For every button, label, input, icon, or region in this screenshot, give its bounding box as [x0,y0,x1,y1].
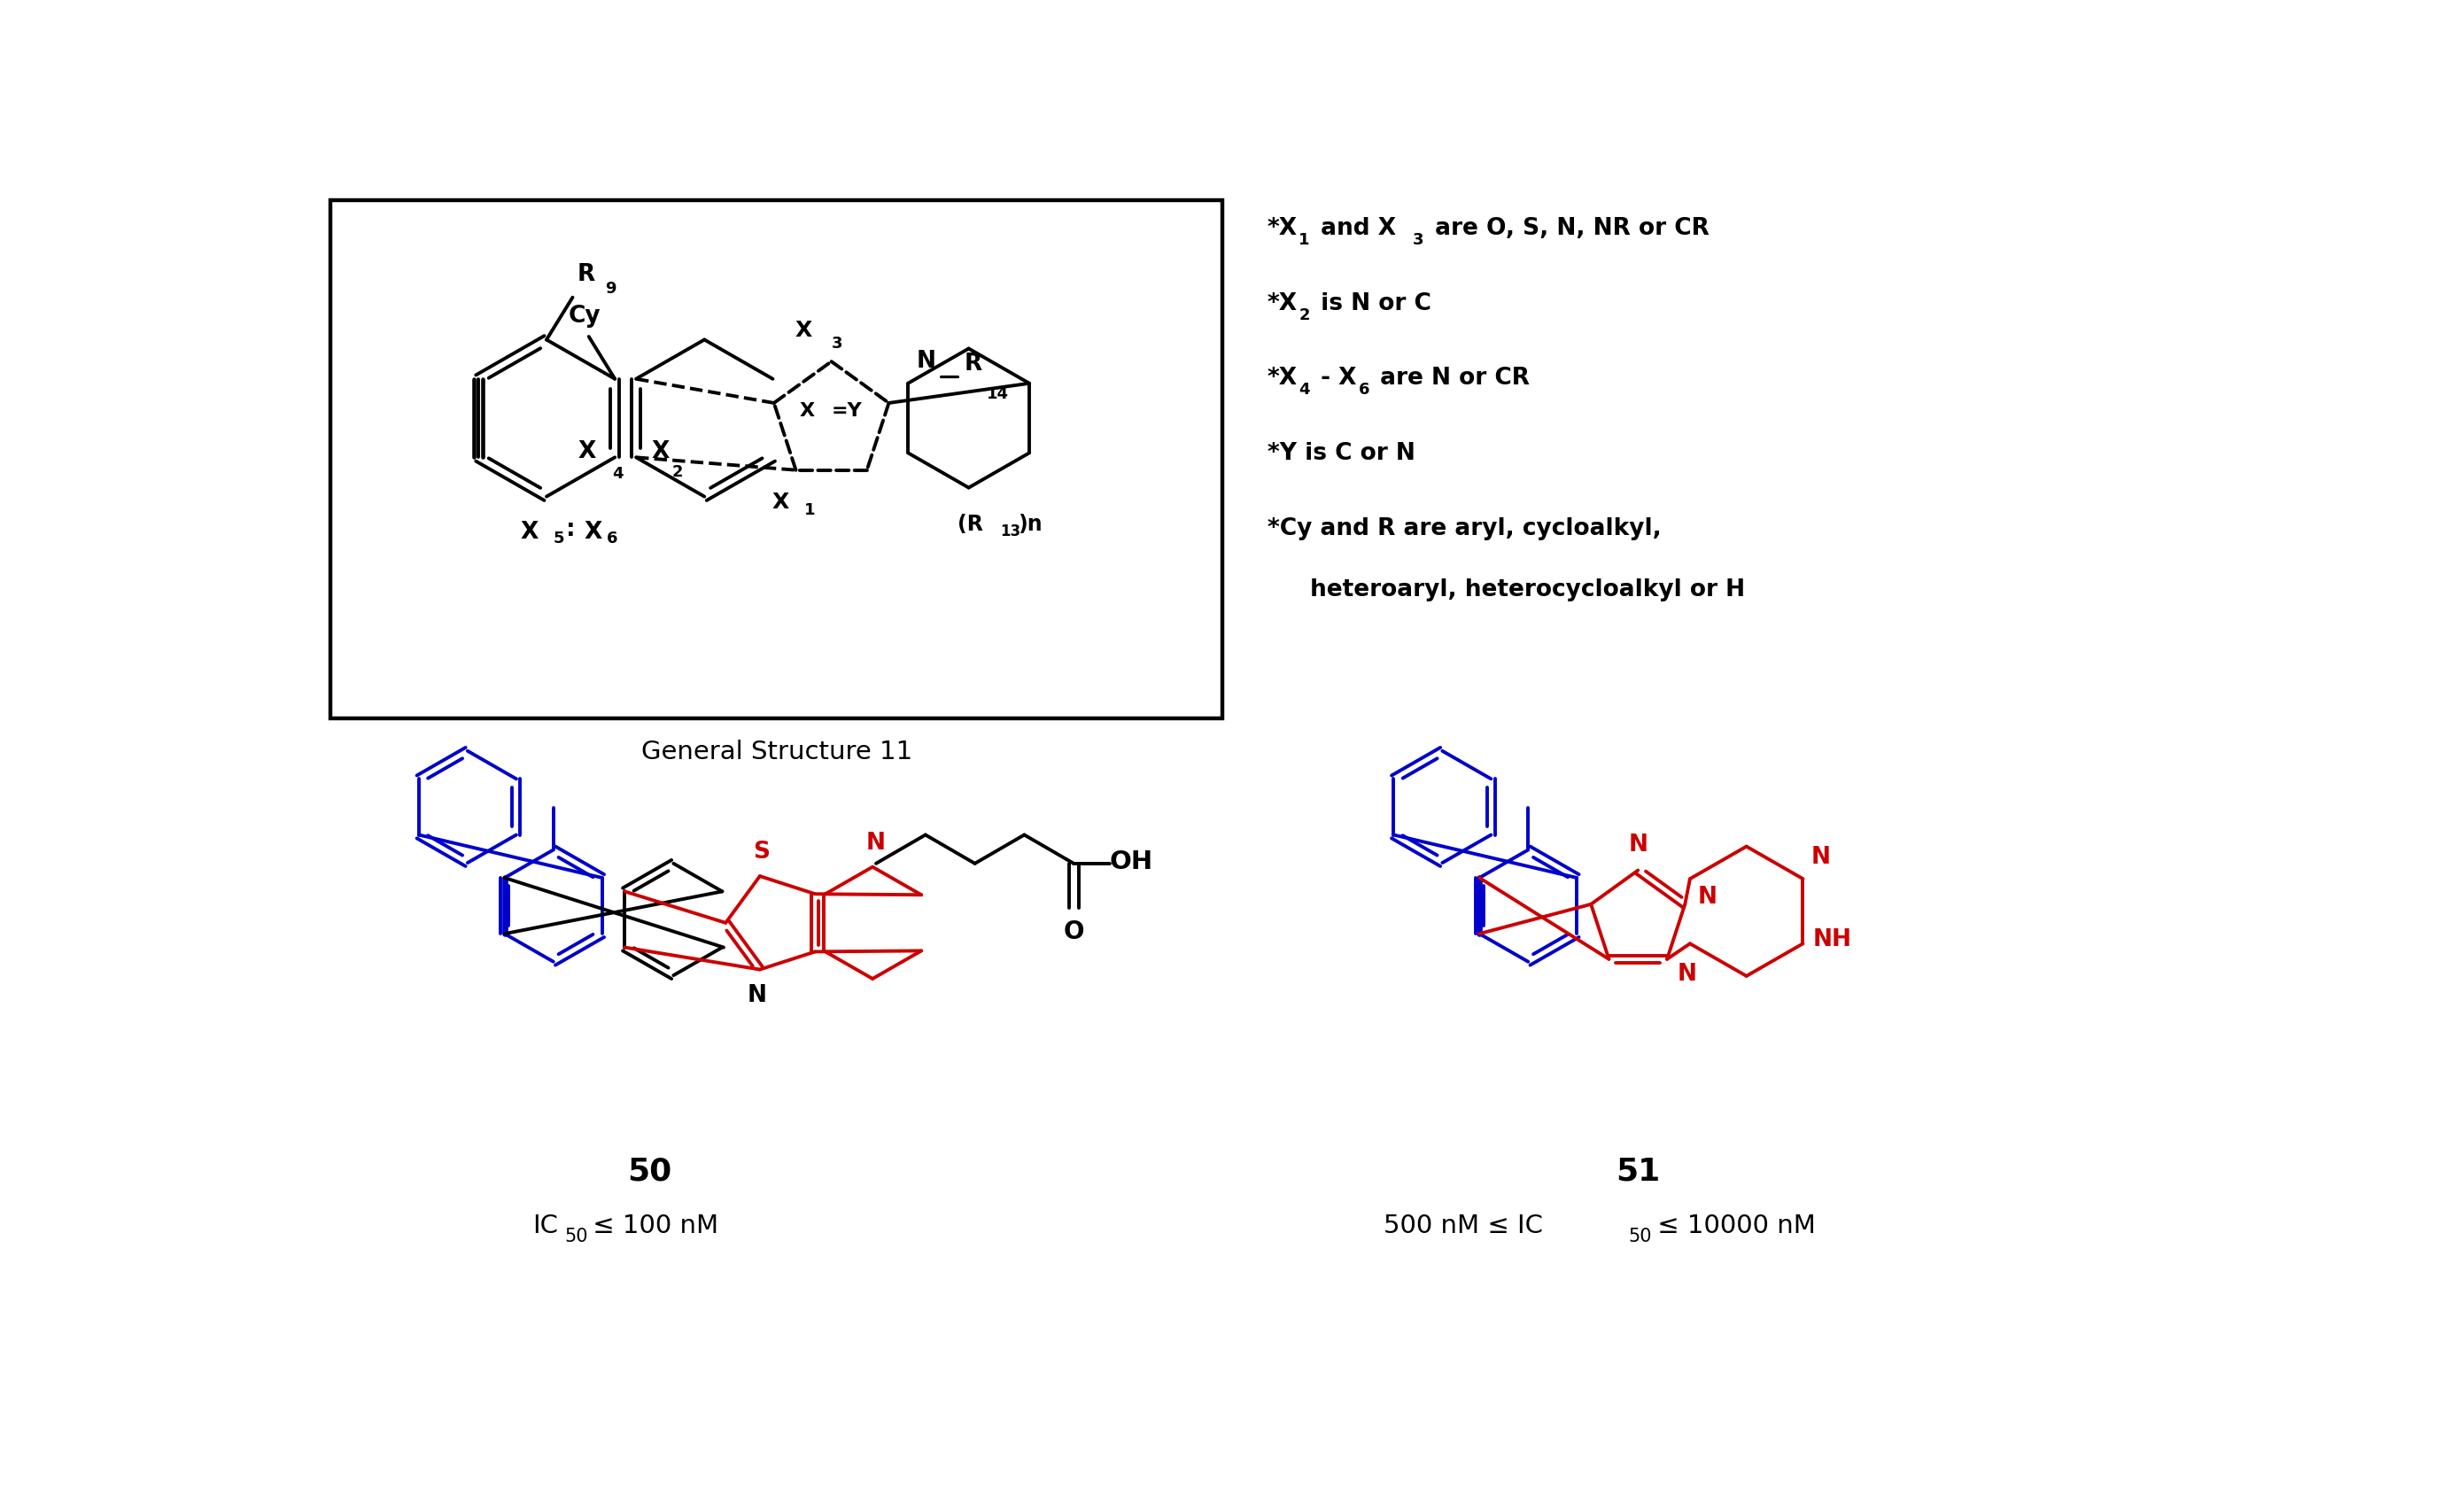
Text: O: O [1063,919,1083,943]
Text: *X: *X [1267,292,1298,314]
Text: heteroaryl, heterocycloalkyl or H: heteroaryl, heterocycloalkyl or H [1311,579,1744,602]
Text: 50: 50 [564,1228,588,1246]
FancyBboxPatch shape [331,200,1223,718]
Text: X: X [578,440,595,463]
Text: *X: *X [1267,367,1298,390]
Text: OH: OH [1110,850,1154,874]
Text: IC: IC [532,1214,559,1238]
Text: 5: 5 [554,531,563,546]
Text: N: N [1629,833,1649,857]
Text: 3: 3 [831,336,843,352]
Text: is N or C: is N or C [1313,292,1431,314]
Text: 6: 6 [608,531,617,546]
Text: are N or CR: are N or CR [1372,367,1529,390]
Text: 1: 1 [804,502,816,519]
Text: N: N [1811,845,1830,868]
Text: 50: 50 [627,1157,671,1187]
Text: N: N [916,351,936,373]
Text: :: : [566,519,576,541]
Text: )n: )n [1019,514,1044,535]
Text: X: X [519,520,539,543]
Text: N: N [747,984,767,1007]
Text: ≤ 10000 nM: ≤ 10000 nM [1649,1214,1815,1238]
Text: 50: 50 [1629,1228,1651,1246]
Text: R: R [965,352,982,375]
Text: N: N [1678,963,1698,986]
Text: X: X [799,402,813,420]
Text: X: X [583,520,603,543]
Text: X: X [772,491,789,513]
Text: X: X [652,440,669,463]
Text: and X: and X [1313,216,1396,240]
Text: *Cy and R are aryl, cycloalkyl,: *Cy and R are aryl, cycloalkyl, [1267,517,1661,540]
Text: Cy: Cy [568,305,600,328]
Text: ≤ 100 nM: ≤ 100 nM [586,1214,718,1238]
Text: 3: 3 [1414,231,1423,248]
Text: =Y: =Y [831,402,862,420]
Text: 13: 13 [1000,523,1022,540]
Text: 4: 4 [612,466,622,482]
Text: S: S [752,841,769,863]
Text: NH: NH [1813,928,1852,951]
Text: R: R [578,263,595,286]
Text: N: N [865,832,884,854]
Text: 2: 2 [1298,307,1311,324]
Text: N: N [1698,886,1717,909]
Text: 4: 4 [1298,383,1311,398]
Text: X: X [796,319,811,342]
Text: 14: 14 [987,386,1009,402]
Text: *X: *X [1267,216,1298,240]
Text: 9: 9 [605,281,615,296]
Text: 51: 51 [1615,1157,1661,1187]
Text: 1: 1 [1298,231,1311,248]
Text: 6: 6 [1360,383,1370,398]
Text: *Y is C or N: *Y is C or N [1267,442,1416,466]
Text: are O, S, N, NR or CR: are O, S, N, NR or CR [1426,216,1710,240]
Text: General Structure 11: General Structure 11 [642,739,911,765]
Text: (R: (R [958,514,982,535]
Text: 500 nM ≤ IC: 500 nM ≤ IC [1384,1214,1544,1238]
Text: 2: 2 [671,464,684,481]
Text: - X: - X [1313,367,1357,390]
